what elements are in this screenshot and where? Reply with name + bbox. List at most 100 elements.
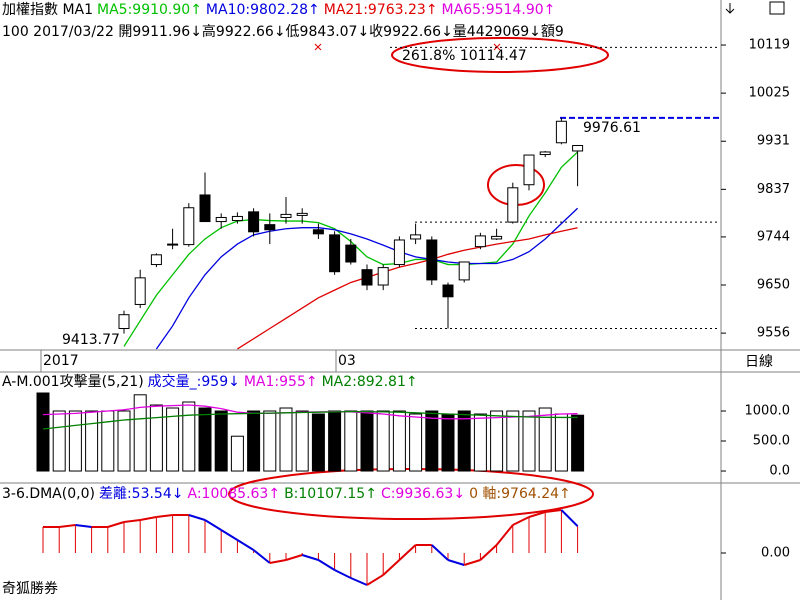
y-tick-label: 9931 [757,134,790,149]
candle-body [377,267,389,286]
legend-entry: 差離:53.54↓ [99,485,184,502]
volume-bar [538,407,552,472]
candle-body [572,144,584,152]
volume-bar [52,410,66,472]
volume-bar [441,413,455,472]
dma-line [431,544,449,561]
candle-body [280,213,292,218]
dma-line [545,509,562,513]
footer: 奇狐勝券 [2,580,58,597]
legend-entry: A:10085.63↑ [187,486,280,502]
candle-body [442,284,454,298]
volume-bar [101,410,115,472]
y-tick-label: 1000.0 [745,404,791,419]
volume-bar [506,410,520,472]
legend-entry: MA5:9910.90↑ [97,2,202,18]
dma-line [382,559,401,576]
legend-entry: MA10:9802.28↑ [206,2,320,18]
y-tick-label: 0.00 [761,546,790,561]
annotation: 9413.77 [62,332,120,348]
volume-bar [230,435,244,472]
volume-bar [376,410,390,472]
dma-line [285,554,303,561]
volume-bar [344,410,358,472]
candle-body [393,239,405,266]
volume-bar [149,404,163,472]
candle-body [183,207,195,246]
legend-entry: C:9936.63↓ [381,486,465,502]
dma-line [463,559,481,566]
dma-line [75,524,92,528]
candle-body [329,234,341,273]
dma-line [107,521,125,528]
dma-line [447,559,465,566]
candle-body [231,215,243,222]
volume-bar [522,410,536,472]
legend-entry: 加權指數 MA1 [2,2,93,18]
volume-bar [295,410,309,472]
dma-line [123,519,141,523]
annotation: 9976.61 [583,120,641,136]
volume-ma-line [42,410,578,430]
candle-body [150,254,162,266]
volume-bar [68,410,82,472]
candle-body [555,120,567,144]
candle-body [539,151,551,156]
icons [725,1,785,15]
candle-body [361,269,373,286]
legend-entry: 成交量_:959↓ [148,373,240,390]
y-tick-label: 9650 [757,278,790,293]
candle-body [458,261,470,281]
dma-line [236,539,255,551]
volume-bar [117,410,131,472]
dma-line [301,554,319,561]
candle-body [410,234,422,240]
legend-entry: MA21:9763.23↑ [324,2,438,18]
y-tick-label: 0.0 [769,464,790,479]
volume-bar [425,410,439,472]
dma-line [495,524,514,546]
dma-line [560,509,579,527]
legend-entry: A-M.001攻擊量(5,21) [2,373,144,390]
candle-body [264,224,276,231]
dma-line [59,524,76,528]
plot-volume [36,392,585,472]
x-marks [314,43,501,51]
candle-body [134,277,146,305]
candle-body [312,229,324,235]
dma-line [366,574,384,586]
y-tick-label: 9837 [757,182,790,197]
volume-bar [166,407,180,472]
dma-line [188,514,206,521]
legend-entry: MA2:892.81↑ [322,374,418,390]
period-label: 日線 [745,354,773,370]
candle-body [248,211,260,233]
volume-bar [392,410,406,472]
volume-bar [36,392,50,472]
candle-body [345,244,357,263]
dma-line [204,519,222,531]
dma-line [334,569,352,579]
plot-main [118,46,720,350]
candle-body [426,239,438,281]
legend-entry: MA65:9514.90↑ [442,2,556,18]
x-label: 03 [338,353,356,369]
volume-bar [133,394,147,472]
ma-line [155,207,579,350]
dma-line [528,511,546,518]
volume-bar [214,410,228,472]
dma-line [398,544,417,561]
dma-line [512,516,530,526]
volume-bar [473,413,487,472]
dma-line [140,516,157,521]
candle-body [507,187,519,223]
candle-body [523,154,535,186]
y-tick-label: 10025 [749,86,790,101]
volume-bar [182,401,196,472]
y-tick-label: 10119 [749,38,790,53]
candle-body [199,194,211,223]
candle-body [118,314,130,330]
candle-body [296,212,308,216]
candle-body [215,216,227,223]
